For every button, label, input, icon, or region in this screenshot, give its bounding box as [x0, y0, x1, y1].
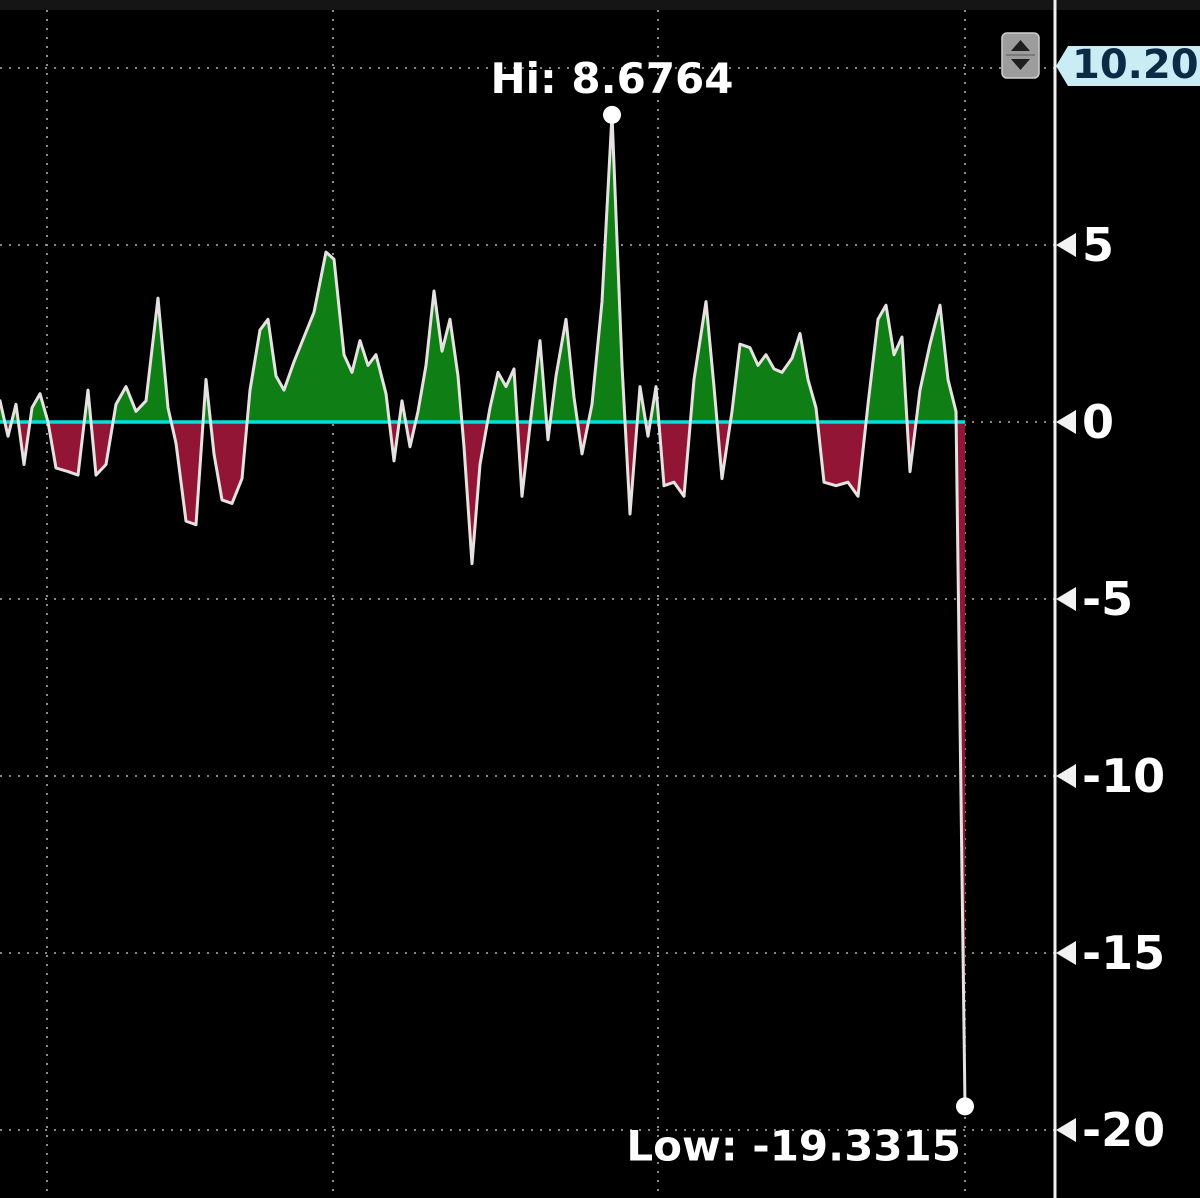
spinner-up-icon[interactable]	[1011, 40, 1030, 51]
y-axis-tick-label: -10	[1082, 749, 1165, 803]
y-axis-tick-label: -15	[1082, 926, 1165, 980]
low-annotation: Low: -19.3315	[626, 1121, 961, 1170]
top-strip	[0, 0, 1200, 10]
y-axis-tick-label: 0	[1082, 395, 1114, 449]
spinner-down-icon[interactable]	[1011, 59, 1030, 70]
hi-marker-dot	[603, 105, 621, 124]
last-value-text: 10.2007	[1072, 42, 1200, 88]
y-axis-tick-label: -20	[1082, 1103, 1165, 1157]
y-axis-tick-arrow	[1056, 410, 1076, 434]
last-value-badge-arrow	[1056, 46, 1068, 86]
y-axis-tick-label: 5	[1082, 218, 1114, 272]
y-axis-tick-arrow	[1056, 233, 1076, 257]
series-line	[0, 113, 967, 1108]
y-axis-tick-arrow	[1056, 941, 1076, 965]
last-value-badge	[1068, 46, 1200, 86]
chart-scroll-spinner[interactable]	[1001, 32, 1040, 79]
low-marker-dot	[956, 1097, 974, 1116]
y-axis-tick-arrow	[1056, 1118, 1076, 1142]
y-axis-tick-label: -5	[1082, 572, 1133, 626]
hi-annotation: Hi: 8.6764	[490, 54, 733, 103]
y-axis-tick-arrow	[1056, 764, 1076, 788]
y-axis-tick-arrow	[1056, 587, 1076, 611]
